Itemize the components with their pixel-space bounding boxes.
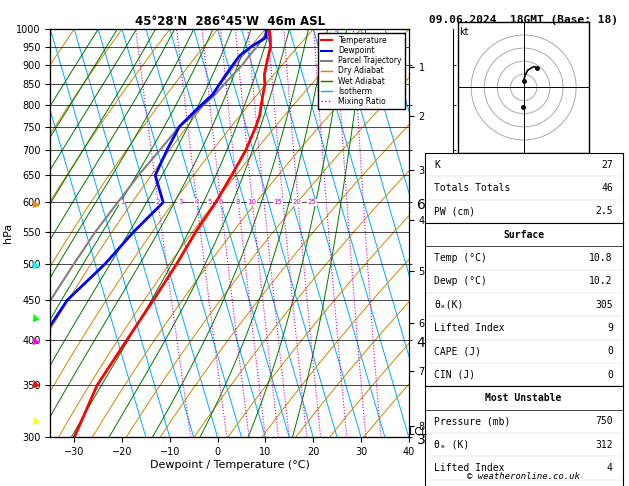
Text: ▲: ▲ <box>30 196 40 208</box>
Text: Pressure (mb): Pressure (mb) <box>435 417 511 426</box>
Text: Lifted Index: Lifted Index <box>435 323 505 333</box>
Legend: Temperature, Dewpoint, Parcel Trajectory, Dry Adiabat, Wet Adiabat, Isotherm, Mi: Temperature, Dewpoint, Parcel Trajectory… <box>318 33 405 109</box>
Text: 4: 4 <box>607 463 613 473</box>
Text: 0: 0 <box>607 347 613 356</box>
Text: ▲: ▲ <box>30 258 40 270</box>
Text: Totals Totals: Totals Totals <box>435 183 511 193</box>
Text: 2: 2 <box>156 199 160 206</box>
Text: 09.06.2024  18GMT (Base: 18): 09.06.2024 18GMT (Base: 18) <box>429 15 618 25</box>
Text: Most Unstable: Most Unstable <box>486 393 562 403</box>
Text: Dewp (°C): Dewp (°C) <box>435 277 487 286</box>
Text: 0: 0 <box>607 370 613 380</box>
Text: 9: 9 <box>607 323 613 333</box>
Text: 10: 10 <box>247 199 257 206</box>
Text: LCL: LCL <box>409 427 427 437</box>
Text: 8: 8 <box>236 199 240 206</box>
Text: 6: 6 <box>218 199 223 206</box>
Text: 25: 25 <box>308 199 316 206</box>
Text: 20: 20 <box>292 199 301 206</box>
Text: Temp (°C): Temp (°C) <box>435 253 487 263</box>
Text: 10.8: 10.8 <box>589 253 613 263</box>
Y-axis label: Mixing Ratio (g/kg): Mixing Ratio (g/kg) <box>515 187 525 279</box>
Text: 15: 15 <box>274 199 282 206</box>
Text: θₑ (K): θₑ (K) <box>435 440 470 450</box>
Text: 10.2: 10.2 <box>589 277 613 286</box>
Y-axis label: km
ASL: km ASL <box>477 223 496 244</box>
Text: K: K <box>435 160 440 170</box>
Text: PW (cm): PW (cm) <box>435 207 476 216</box>
Text: kt: kt <box>459 27 469 37</box>
Text: Lifted Index: Lifted Index <box>435 463 505 473</box>
Text: ▲: ▲ <box>30 414 40 426</box>
Text: ▲: ▲ <box>30 334 40 346</box>
Text: θₑ(K): θₑ(K) <box>435 300 464 310</box>
Title: 45°28'N  286°45'W  46m ASL: 45°28'N 286°45'W 46m ASL <box>135 15 325 28</box>
Text: ▲: ▲ <box>30 311 40 322</box>
Y-axis label: hPa: hPa <box>3 223 13 243</box>
Text: 2.5: 2.5 <box>595 207 613 216</box>
Text: CAPE (J): CAPE (J) <box>435 347 481 356</box>
X-axis label: Dewpoint / Temperature (°C): Dewpoint / Temperature (°C) <box>150 460 309 470</box>
Text: 750: 750 <box>595 417 613 426</box>
Text: 46: 46 <box>601 183 613 193</box>
Text: 27: 27 <box>601 160 613 170</box>
Text: 305: 305 <box>595 300 613 310</box>
Text: Surface: Surface <box>503 230 544 240</box>
Text: 3: 3 <box>178 199 182 206</box>
Text: ▲: ▲ <box>30 376 40 388</box>
Text: 4: 4 <box>194 199 199 206</box>
Text: 5: 5 <box>208 199 212 206</box>
Text: 312: 312 <box>595 440 613 450</box>
Text: 1: 1 <box>120 199 125 206</box>
Text: CIN (J): CIN (J) <box>435 370 476 380</box>
Text: © weatheronline.co.uk: © weatheronline.co.uk <box>467 472 580 481</box>
